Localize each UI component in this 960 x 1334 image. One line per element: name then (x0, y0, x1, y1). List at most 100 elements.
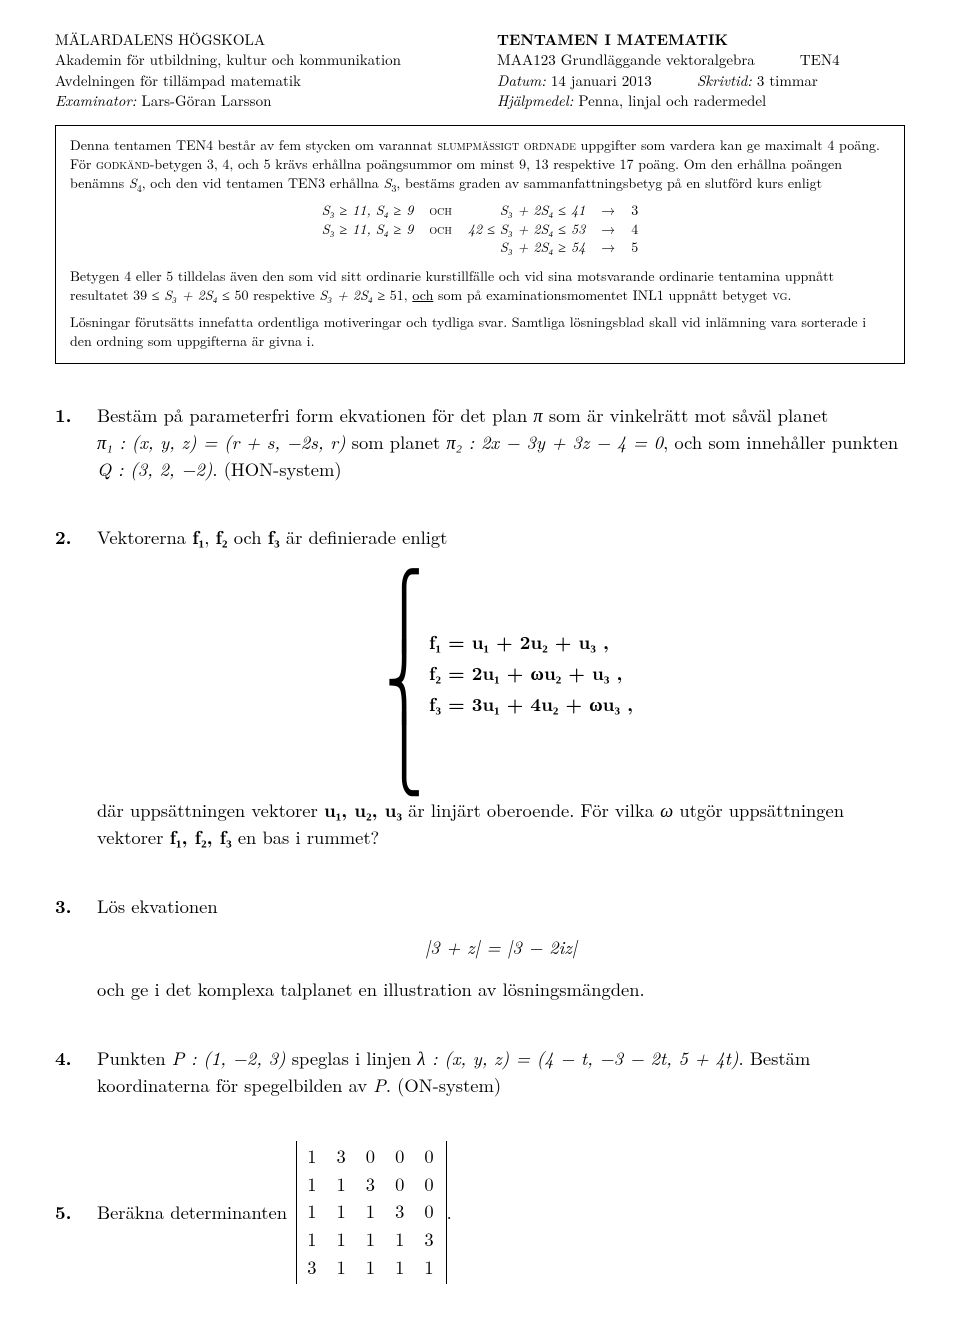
grade-conditions: S₃ ≥ 11, S₄ ≥ 9 och S₃ + 2S₄ ≤ 41 → 3 S₃… (70, 201, 890, 258)
problem-3: 3. Lös ekvationen |3 + z| = |3 − 2iz| oc… (55, 893, 905, 1003)
table-row: S₃ ≥ 11, S₄ ≥ 9 och 42 ≤ S₃ + 2S₄ ≤ 53 →… (314, 220, 647, 239)
problem-number: 3. (55, 893, 97, 1003)
exam-page: MÄLARDALENS HÖGSKOLA Akademin för utbild… (0, 0, 960, 1334)
math: π₂ : 2x − 3y + 3z − 4 = 0 (446, 429, 663, 455)
text: , och som innehåller punkten (663, 429, 898, 455)
exam-title: TENTAMEN I MATEMATIK (497, 30, 905, 50)
text-smallcaps: vg (772, 285, 787, 305)
text: . (788, 285, 792, 305)
instructions-p3: Lösningar förutsätts innefatta ordentlig… (70, 313, 890, 351)
problem-body: Vektorerna f₁, f₂ och f₃ är definierade … (97, 524, 905, 850)
aids-line: Hjälpmedel: Penna, linjal och radermedel (497, 91, 905, 111)
det-row: 31111 (307, 1254, 435, 1282)
text: Lös ekvationen (97, 893, 218, 919)
math: S₃ + 2S₄ (164, 285, 217, 305)
problem-body: Bestäm på parameterfri form ekvationen f… (97, 402, 905, 482)
text: är linjärt oberoende. För vilka (402, 797, 660, 823)
school-name: MÄLARDALENS HÖGSKOLA (55, 30, 463, 50)
och: och (421, 220, 460, 239)
math: π (533, 402, 542, 428)
date-time-line: Datum: 14 januari 2013 Skrivtid: 3 timma… (497, 71, 905, 91)
text-smallcaps: godkänd (96, 154, 150, 174)
math: Q : (3, 2, −2) (97, 456, 212, 482)
instructions-box: Denna tentamen TEN4 består av fem stycke… (55, 125, 905, 364)
left-brace-icon: ⎧⎨⎩ (385, 569, 423, 785)
eq-line: f₁ = u₁ + 2u₂ + u₃ , (429, 629, 633, 656)
duration-value: 3 timmar (752, 70, 818, 91)
instructions-p1: Denna tentamen TEN4 består av fem stycke… (70, 136, 890, 193)
och: och (421, 201, 460, 220)
problem-number: 2. (55, 524, 97, 850)
text: . (447, 1199, 452, 1226)
problem-2: 2. Vektorerna f₁, f₂ och f₃ är definiera… (55, 524, 905, 850)
text: som är vinkelrätt mot såväl planet (543, 402, 829, 428)
text: Vektorerna (97, 524, 192, 550)
grade: 5 (623, 238, 646, 257)
problem-body: Beräkna determinanten 13000 11300 11130 … (97, 1141, 905, 1284)
grade: 4 (623, 220, 646, 239)
course-name: MAA123 Grundläggande vektoralgebra (497, 49, 755, 70)
text: . (HON-system) (212, 456, 341, 482)
determinant: 13000 11300 11130 11113 31111 (296, 1141, 446, 1284)
text: är definierade enligt (280, 524, 448, 550)
text-smallcaps: slumpmässigt ordnade (437, 135, 576, 155)
text: . (ON-system) (386, 1072, 501, 1098)
math-bold: f₁, f₂, f₃ (170, 824, 232, 850)
cond: S₃ ≥ 11, S₄ ≥ 9 (314, 201, 422, 220)
aids-label: Hjälpmedel: (497, 90, 573, 111)
text: Punkten (97, 1045, 172, 1071)
det-row: 13000 (307, 1143, 435, 1171)
problem-body: Lös ekvationen |3 + z| = |3 − 2iz| och g… (97, 893, 905, 1003)
text: speglas i linjen (286, 1045, 418, 1071)
date-value: 14 januari 2013 (546, 70, 652, 91)
text: och (228, 524, 268, 550)
instructions-p2: Betygen 4 eller 5 tilldelas även den som… (70, 267, 890, 305)
table-row: S₃ ≥ 11, S₄ ≥ 9 och S₃ + 2S₄ ≤ 41 → 3 (314, 201, 647, 220)
det-row: 11130 (307, 1198, 435, 1226)
det-row: 11300 (307, 1171, 435, 1199)
och (421, 238, 460, 257)
math-bold: f₃ (268, 524, 280, 550)
grade: 3 (623, 201, 646, 220)
problem-1: 1. Bestäm på parameterfri form ekvatione… (55, 402, 905, 482)
examiner-name: Lars-Göran Larsson (136, 90, 271, 111)
problem-4: 4. Punkten P : (1, −2, 3) speglas i linj… (55, 1045, 905, 1099)
math: ω (660, 797, 673, 823)
math: λ : (x, y, z) = (4 − t, −3 − 2t, 5 + 4t) (417, 1045, 738, 1071)
eq-line: f₂ = 2u₁ + ωu₂ + u₃ , (429, 660, 633, 687)
problems: 1. Bestäm på parameterfri form ekvatione… (55, 402, 905, 1284)
text: ≥ 51, (373, 285, 413, 305)
cond (314, 238, 422, 257)
problem-body: Punkten P : (1, −2, 3) speglas i linjen … (97, 1045, 905, 1099)
eq-line: f₃ = 3u₁ + 4u₂ + ωu₃ , (429, 691, 633, 718)
duration-label: Skrivtid: (697, 70, 752, 91)
problem-5: 5. Beräkna determinanten 13000 11300 111… (55, 1141, 905, 1284)
text: Beräkna determinanten (97, 1199, 287, 1226)
det-row: 11113 (307, 1226, 435, 1254)
arrow: → (593, 201, 623, 220)
arrow: → (593, 238, 623, 257)
date-label: Datum: (497, 70, 546, 91)
math: P (373, 1072, 386, 1098)
academy-name: Akademin för utbildning, kultur och komm… (55, 50, 463, 70)
text: där uppsättningen vektorer (97, 797, 324, 823)
problem-number: 1. (55, 402, 97, 482)
math-var: S (129, 173, 137, 193)
examiner-line: Examinator: Lars-Göran Larsson (55, 91, 463, 111)
math-bold: f₁ (192, 524, 204, 550)
exam-code: TEN4 (800, 49, 840, 70)
expr: 42 ≤ S₃ + 2S₄ ≤ 53 (460, 220, 593, 239)
aids-value: Penna, linjal och radermedel (573, 90, 766, 111)
equation: |3 + z| = |3 − 2iz| (97, 934, 905, 961)
problem-number: 5. (55, 1199, 97, 1226)
problem-number: 4. (55, 1045, 97, 1099)
expr: S₃ + 2S₄ ≤ 41 (460, 201, 593, 220)
text: och ge i det komplexa talplanet en illus… (97, 976, 645, 1002)
math: S₃ + 2S₄ (319, 285, 372, 305)
department-name: Avdelningen för tillämpad matematik (55, 71, 463, 91)
math-bold: f₂ (216, 524, 228, 550)
text: som på examinationsmomentet INL1 uppnått… (433, 285, 772, 305)
text-underline: och (412, 285, 433, 305)
text: Bestäm på parameterfri form ekvationen f… (97, 402, 533, 428)
equation-system: ⎧⎨⎩ f₁ = u₁ + 2u₂ + u₃ , f₂ = 2u₁ + ωu₂ … (97, 565, 905, 781)
